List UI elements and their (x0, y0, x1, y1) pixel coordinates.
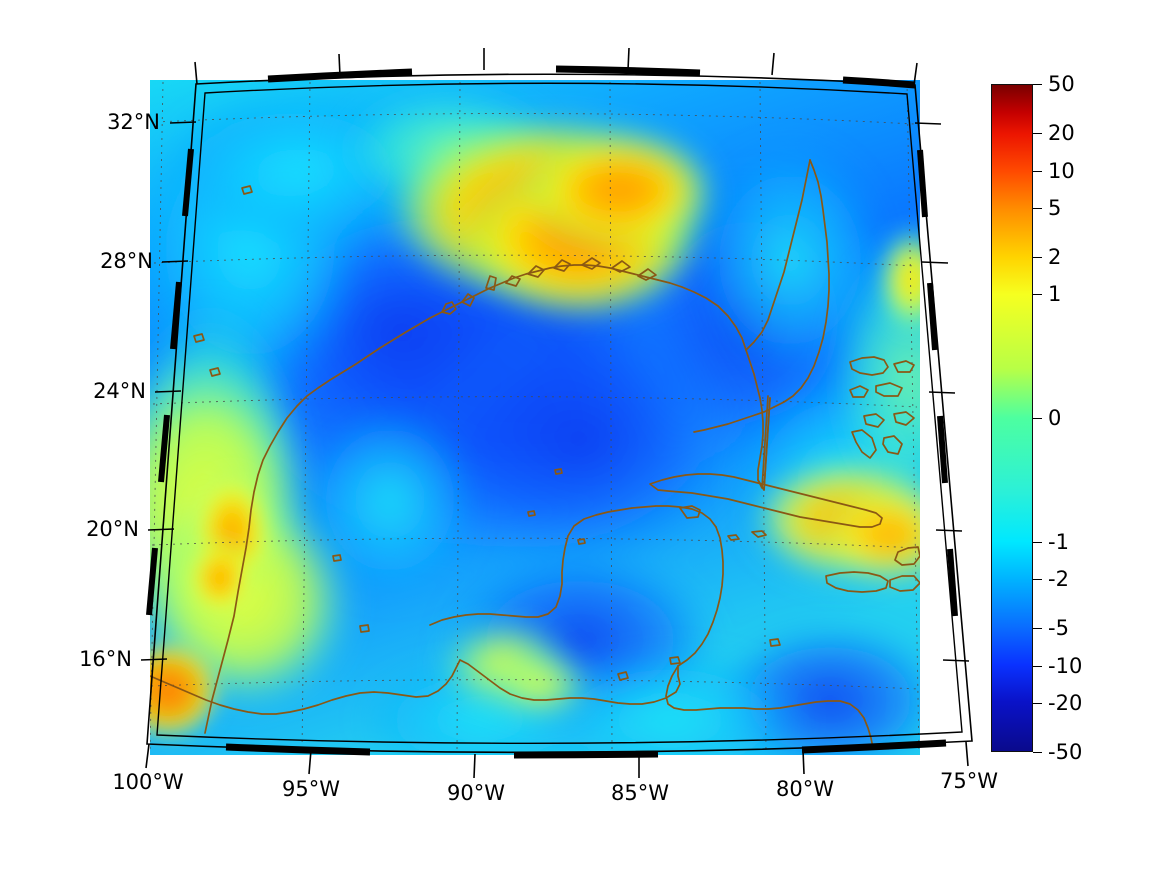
lon-tick-label-75w: 75°W (940, 769, 998, 793)
colorbar-tick-2 (1033, 257, 1042, 258)
colorbar-tick-10 (1033, 170, 1042, 172)
colorbar-tick-5 (1033, 207, 1042, 209)
colorbar-tick-neg5 (1033, 628, 1042, 630)
lat-tick-label-20n: 20°N (86, 517, 139, 541)
lon-tick-label-85w: 85°W (611, 781, 669, 805)
colorbar-tick-neg2 (1033, 579, 1042, 580)
colorbar-tick-neg20 (1033, 702, 1042, 704)
scalar-field-heatmap (150, 80, 920, 755)
colorbar-label-neg50: -50 (1048, 740, 1083, 764)
colorbar-label-neg1: -1 (1048, 529, 1069, 554)
colorbar-tick-20 (1033, 133, 1042, 135)
colorbar-label-2: 2 (1048, 245, 1062, 269)
colorbar[interactable]: 50 20 10 5 2 1 0 -1 -2 -5 -10 -20 -50 (991, 72, 1082, 764)
lon-tick-label-95w: 95°W (282, 777, 340, 801)
colorbar-label-0: 0 (1048, 406, 1062, 430)
map-data-area (150, 80, 920, 755)
lon-tick-label-90w: 90°W (447, 781, 505, 805)
lat-tick-label-32n: 32°N (107, 110, 160, 134)
colorbar-label-10: 10 (1048, 158, 1075, 183)
lat-tick-label-28n: 28°N (100, 249, 153, 273)
colorbar-label-neg10: -10 (1048, 653, 1083, 678)
colorbar-tick-0 (1033, 418, 1042, 419)
lon-tick-label-100w: 100°W (112, 770, 184, 794)
lat-tick-label-16n: 16°N (79, 647, 132, 671)
colorbar-tick-neg1 (1033, 541, 1042, 543)
colorbar-label-neg5: -5 (1048, 616, 1069, 641)
colorbar-label-1: 1 (1048, 282, 1062, 307)
colorbar-gradient (991, 84, 1033, 752)
colorbar-label-20: 20 (1048, 121, 1075, 146)
colorbar-tick-50 (1033, 84, 1042, 85)
colorbar-tick-neg50 (1033, 752, 1042, 753)
colorbar-tick-neg10 (1033, 665, 1042, 667)
lon-tick-label-80w: 80°W (776, 777, 834, 801)
colorbar-label-50: 50 (1048, 72, 1075, 96)
lat-tick-label-24n: 24°N (93, 379, 146, 403)
colorbar-tick-1 (1033, 294, 1042, 296)
colorbar-label-neg2: -2 (1048, 567, 1069, 591)
colorbar-label-5: 5 (1048, 195, 1062, 220)
colorbar-label-neg20: -20 (1048, 690, 1083, 715)
